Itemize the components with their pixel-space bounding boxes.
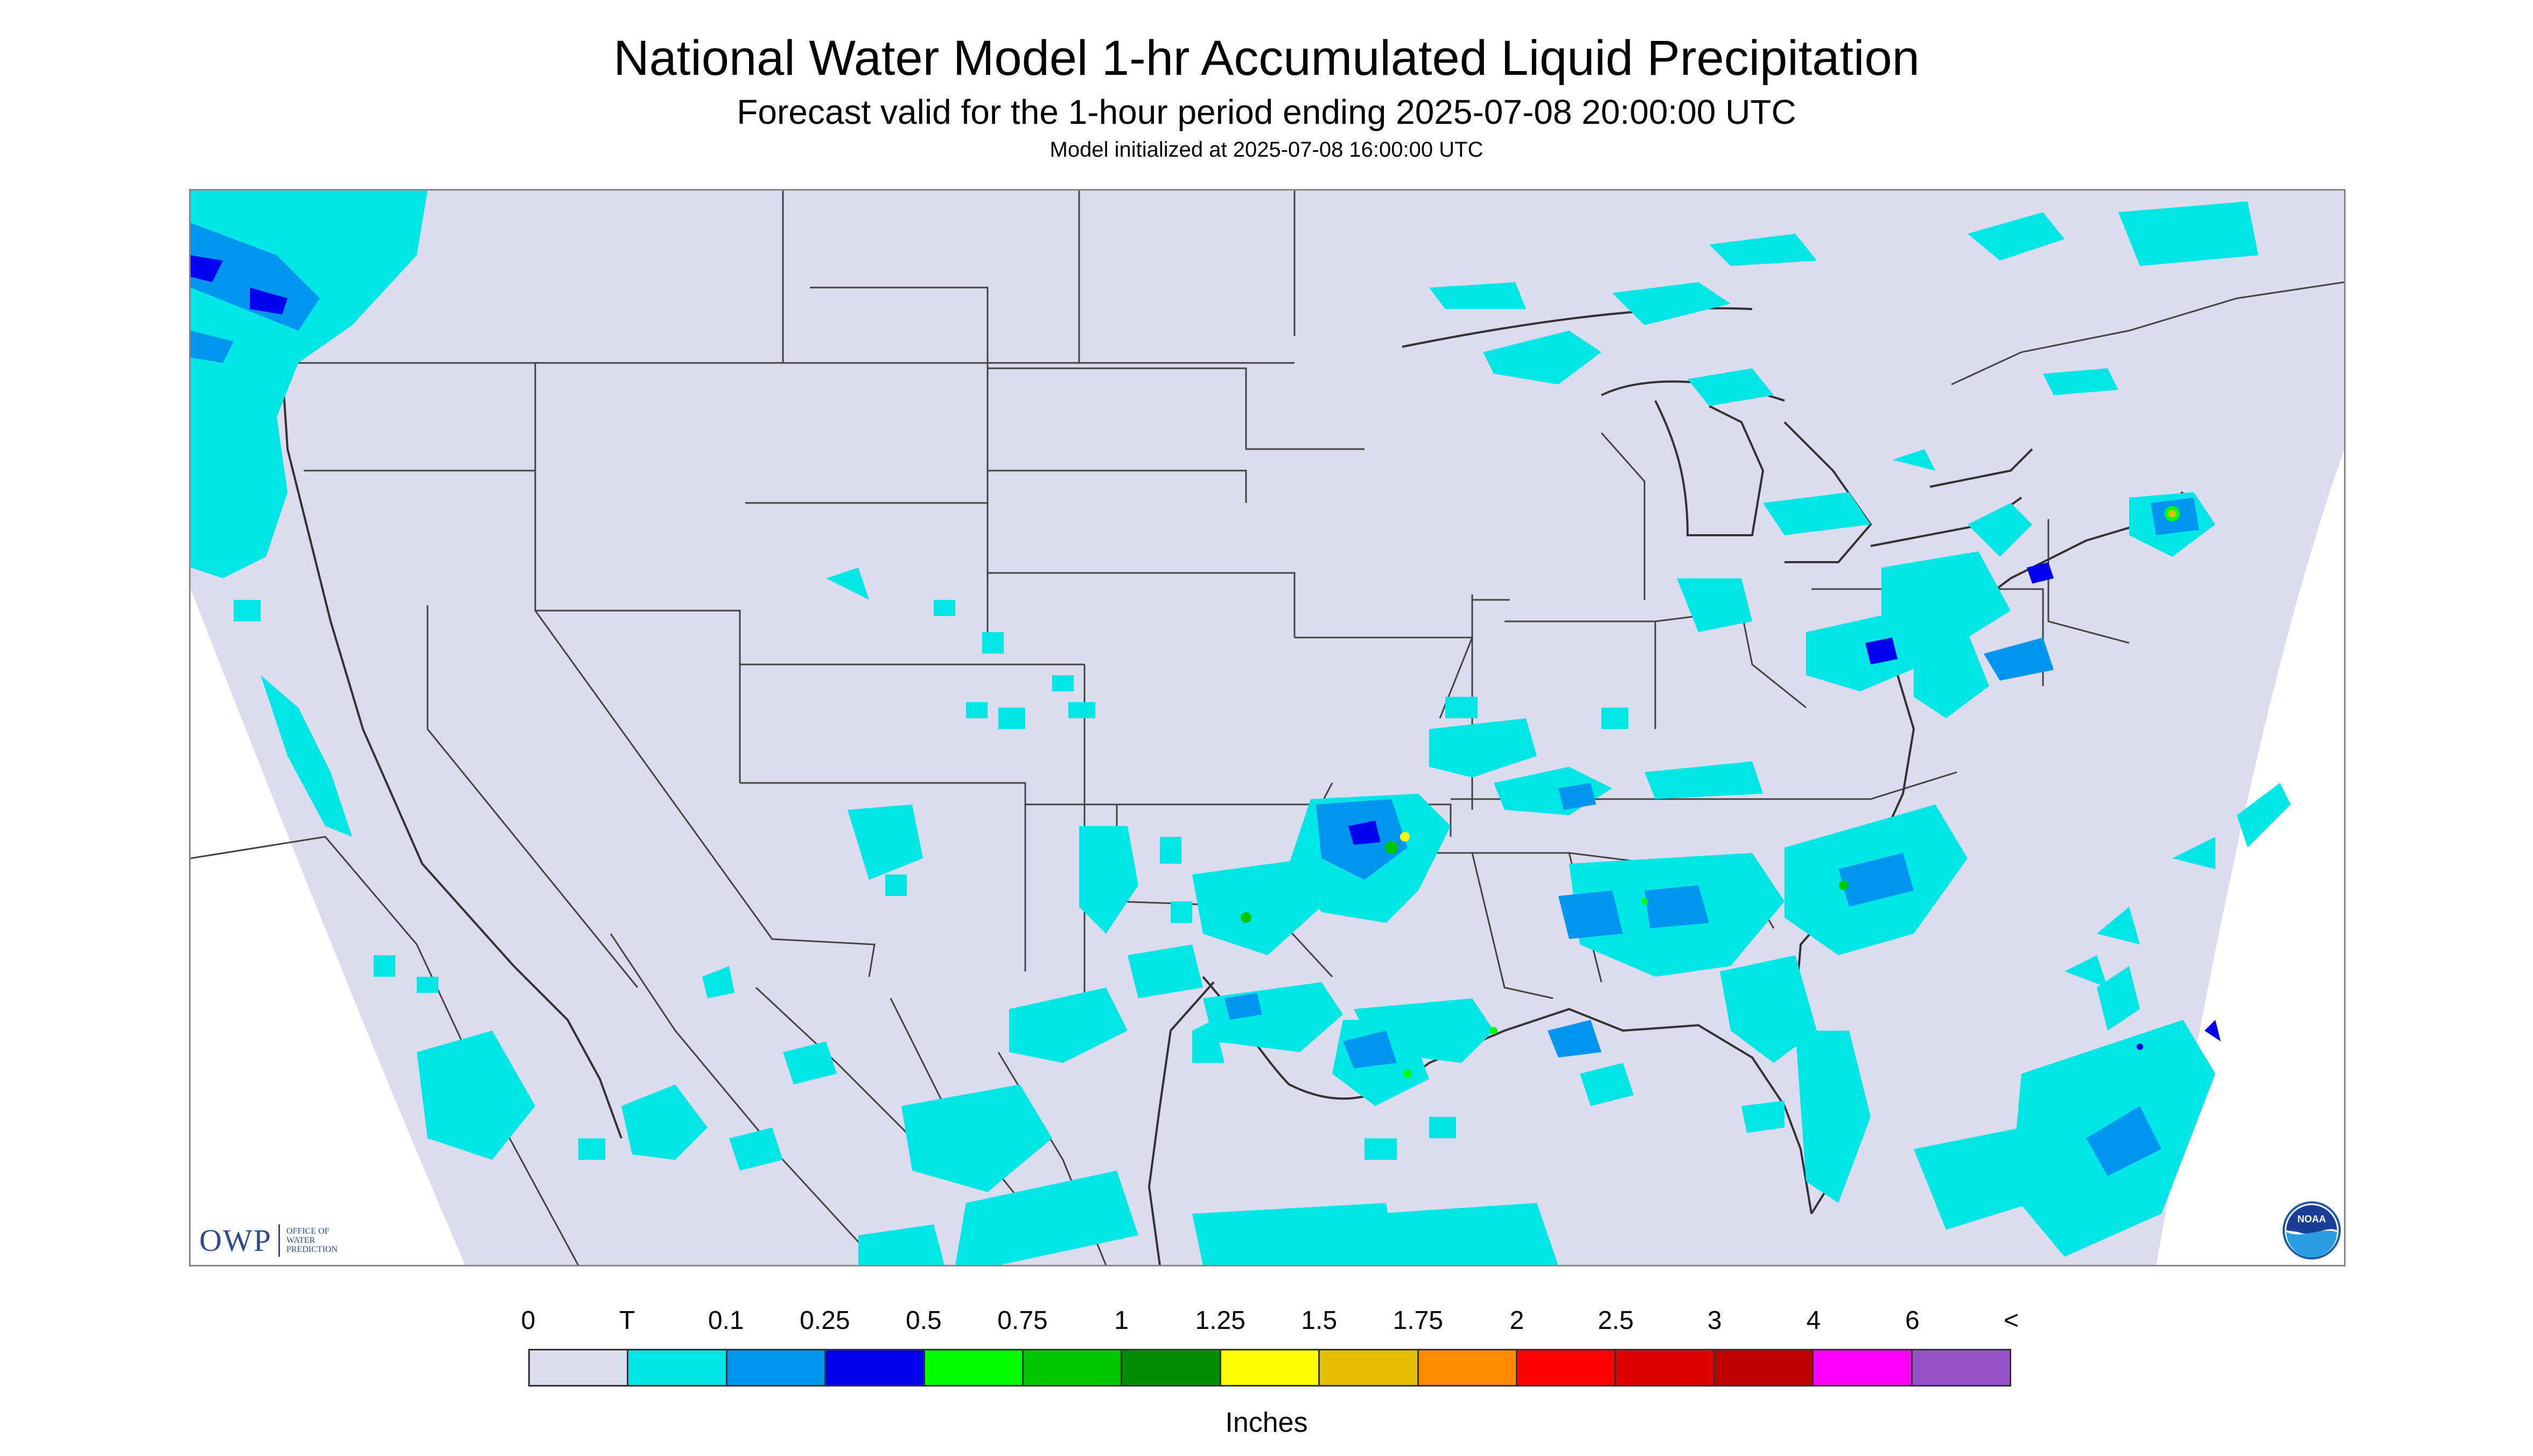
legend-label: 1.25 bbox=[1195, 1306, 1245, 1335]
precipitation-map bbox=[189, 189, 2346, 1266]
legend-label: 0.5 bbox=[906, 1306, 942, 1335]
legend-swatch bbox=[1024, 1350, 1123, 1385]
legend-label: 1.5 bbox=[1301, 1306, 1338, 1335]
owp-line-1: OFFICE OF bbox=[286, 1227, 330, 1236]
legend-label: 1 bbox=[1114, 1306, 1129, 1335]
map-canvas bbox=[191, 191, 2344, 1265]
map-subtitle: Forecast valid for the 1-hour period end… bbox=[737, 93, 1796, 131]
legend-swatch bbox=[1912, 1350, 2010, 1385]
noaa-logo-text: NOAA bbox=[2298, 1214, 2326, 1224]
legend-swatch bbox=[826, 1350, 925, 1385]
color-legend bbox=[528, 1349, 2011, 1387]
legend-swatch bbox=[925, 1350, 1024, 1385]
owp-line-2: WATER bbox=[286, 1236, 316, 1245]
legend-label: < bbox=[2003, 1306, 2019, 1335]
model-init-time: Model initialized at 2025-07-08 16:00:00… bbox=[1049, 138, 1484, 162]
legend-swatch bbox=[727, 1350, 827, 1385]
legend-swatch bbox=[1517, 1350, 1617, 1385]
legend-swatch bbox=[1320, 1350, 1419, 1385]
noaa-logo: NOAA bbox=[2283, 1201, 2341, 1259]
owp-fullname: OFFICE OF WATER PREDICTION bbox=[286, 1227, 338, 1254]
legend-units: Inches bbox=[1225, 1407, 1308, 1438]
legend-swatch bbox=[628, 1350, 727, 1385]
legend-swatch bbox=[1715, 1350, 1814, 1385]
legend-swatch bbox=[1616, 1350, 1715, 1385]
precip-0-25 bbox=[191, 255, 2221, 1041]
legend-swatch bbox=[1221, 1350, 1320, 1385]
legend-label: 0 bbox=[521, 1306, 536, 1335]
owp-divider bbox=[278, 1224, 280, 1257]
legend-label: 2.5 bbox=[1598, 1306, 1634, 1335]
map-title: National Water Model 1-hr Accumulated Li… bbox=[613, 31, 1920, 86]
owp-abbr: OWP bbox=[199, 1223, 272, 1258]
legend-swatch bbox=[1418, 1350, 1518, 1385]
legend-swatch bbox=[530, 1350, 629, 1385]
legend-label: 0.25 bbox=[800, 1306, 850, 1335]
legend-swatch bbox=[1122, 1350, 1221, 1385]
owp-line-3: PREDICTION bbox=[286, 1245, 338, 1254]
legend-label: 3 bbox=[1707, 1306, 1722, 1335]
precip-heavy bbox=[1241, 506, 2180, 1078]
legend-label: 2 bbox=[1509, 1306, 1524, 1335]
owp-logo: OWP OFFICE OF WATER PREDICTION bbox=[199, 1222, 338, 1258]
legend-label: T bbox=[619, 1306, 635, 1335]
legend-label: 0.1 bbox=[708, 1306, 744, 1335]
legend-label: 6 bbox=[1905, 1306, 1920, 1335]
legend-label: 1.75 bbox=[1393, 1306, 1444, 1335]
legend-swatch bbox=[1814, 1350, 1913, 1385]
legend-label: 0.75 bbox=[997, 1306, 1048, 1335]
legend-label: 4 bbox=[1806, 1306, 1821, 1335]
